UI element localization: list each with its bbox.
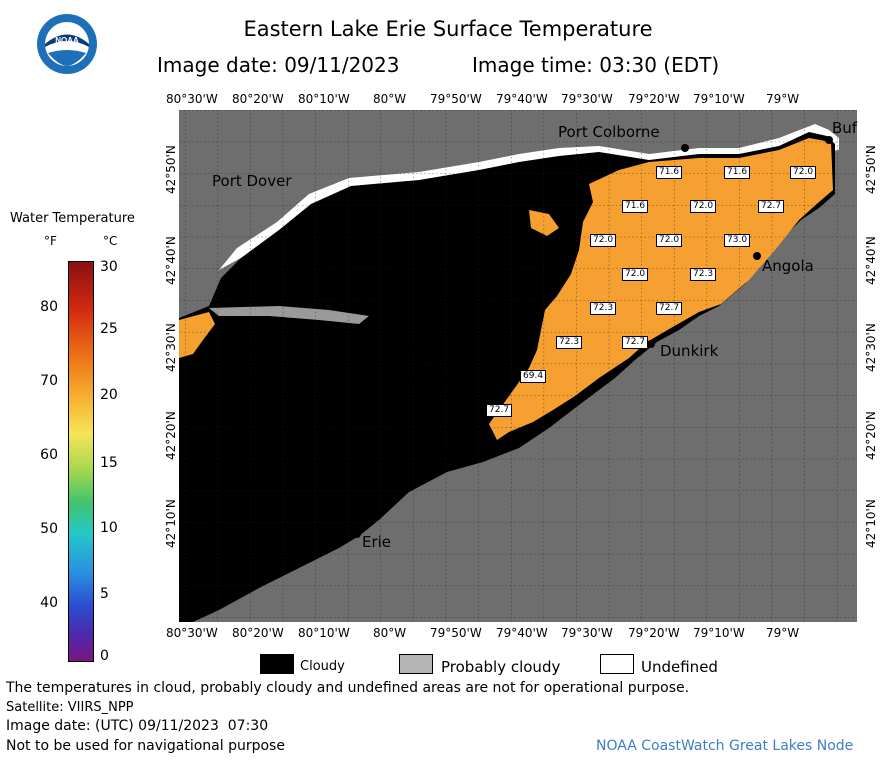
tick-f: 50 [40, 521, 58, 537]
lat-label: 42°50'N [864, 145, 878, 194]
city-label-buffalo: Buf [832, 119, 858, 137]
tick-c: 5 [100, 586, 109, 602]
map-title: Eastern Lake Erie Surface Temperature [243, 17, 653, 41]
city-marker-buffalo [825, 136, 833, 144]
satellite-info: Satellite: VIIRS_NPP [6, 700, 134, 715]
city-marker-port-colborne [681, 144, 689, 152]
temp-label: 71.6 [622, 200, 649, 213]
lon-label: 79°40'W [496, 92, 548, 106]
lat-label: 42°30'N [864, 323, 878, 372]
lat-label: 42°10'N [864, 499, 878, 548]
lon-label: 79°W [766, 92, 800, 106]
credit-line: NOAA CoastWatch Great Lakes Node [596, 738, 854, 754]
legend-title: Water Temperature [10, 211, 135, 226]
lake-erie-map [179, 110, 857, 622]
tick-c: 0 [100, 648, 109, 664]
city-marker-dunkirk [647, 340, 655, 348]
city-label-port-colborne: Port Colborne [558, 123, 660, 141]
lon-label: 80°W [373, 626, 407, 640]
utc-image-date: Image date: (UTC) 09/11/2023 07:30 [6, 718, 269, 734]
key-probably-cloudy-label: Probably cloudy [441, 658, 561, 676]
lat-label: 42°30'N [164, 323, 178, 372]
key-undefined-label: Undefined [641, 658, 718, 676]
lon-label: 79°30'W [561, 92, 613, 106]
lon-label: 80°20'W [232, 626, 284, 640]
tick-f: 60 [40, 447, 58, 463]
lon-label: 79°50'W [430, 92, 482, 106]
city-label-port-dover: Port Dover [212, 172, 292, 190]
city-label-angola: Angola [762, 257, 814, 275]
tick-c: 30 [100, 259, 118, 275]
lat-label: 42°50'N [164, 145, 178, 194]
tick-f: 70 [40, 373, 58, 389]
lon-label: 80°30'W [166, 92, 218, 106]
image-time: Image time: 03:30 (EDT) [472, 53, 720, 77]
temp-label: 72.7 [622, 336, 649, 349]
tick-c: 25 [100, 321, 118, 337]
map-panel [179, 110, 857, 622]
lon-label: 79°20'W [628, 92, 680, 106]
lon-label: 79°10'W [693, 626, 745, 640]
lon-label: 79°10'W [693, 92, 745, 106]
lon-label: 80°20'W [232, 92, 284, 106]
temp-label: 72.7 [758, 200, 785, 213]
temp-label: 72.0 [690, 200, 717, 213]
lon-label: 79°20'W [628, 626, 680, 640]
image-date: Image date: 09/11/2023 [157, 53, 400, 77]
color-bar [68, 261, 94, 662]
temp-label: 72.3 [690, 268, 717, 281]
temp-label: 72.7 [656, 302, 683, 315]
legend-unit-f: °F [44, 234, 57, 248]
key-undefined-swatch [600, 654, 634, 674]
lat-label: 42°40'N [164, 236, 178, 285]
key-probably-cloudy-swatch [399, 654, 433, 674]
temp-label: 72.0 [622, 268, 649, 281]
lon-label: 80°30'W [166, 626, 218, 640]
lon-label: 80°W [373, 92, 407, 106]
tick-f: 40 [40, 595, 58, 611]
lon-label: 79°30'W [561, 626, 613, 640]
temp-label: 71.6 [656, 166, 683, 179]
temp-label: 71.6 [724, 166, 751, 179]
lat-label: 42°20'N [164, 411, 178, 460]
tick-c: 10 [100, 520, 118, 536]
noaa-logo-text: NOAA [55, 36, 79, 45]
navigation-warning: Not to be used for navigational purpose [6, 738, 285, 754]
temp-label: 69.4 [520, 370, 547, 383]
city-label-dunkirk: Dunkirk [660, 342, 719, 360]
lat-label: 42°20'N [864, 411, 878, 460]
lon-label: 80°10'W [298, 626, 350, 640]
city-label-erie: Erie [362, 533, 392, 551]
key-cloudy-label: Cloudy [300, 659, 345, 674]
temp-label: 72.7 [486, 404, 513, 417]
lon-label: 79°40'W [496, 626, 548, 640]
noaa-logo: NOAA [36, 13, 98, 75]
key-cloudy-swatch [260, 654, 294, 674]
tick-c: 20 [100, 387, 118, 403]
temp-label: 72.0 [790, 166, 817, 179]
temp-label: 73.0 [724, 234, 751, 247]
tick-c: 15 [100, 455, 118, 471]
temp-label: 72.0 [656, 234, 683, 247]
graticule [179, 110, 857, 622]
temp-label: 72.3 [590, 302, 617, 315]
lon-label: 79°50'W [430, 626, 482, 640]
lat-label: 42°10'N [164, 499, 178, 548]
city-marker-angola [753, 252, 761, 260]
lon-label: 79°W [766, 626, 800, 640]
lon-label: 80°10'W [298, 92, 350, 106]
disclaimer: The temperatures in cloud, probably clou… [6, 680, 690, 696]
temp-label: 72.3 [556, 336, 583, 349]
city-marker-erie [353, 530, 361, 538]
temp-label: 72.0 [590, 234, 617, 247]
legend-unit-c: °C [103, 234, 118, 248]
tick-f: 80 [40, 299, 58, 315]
lat-label: 42°40'N [864, 236, 878, 285]
